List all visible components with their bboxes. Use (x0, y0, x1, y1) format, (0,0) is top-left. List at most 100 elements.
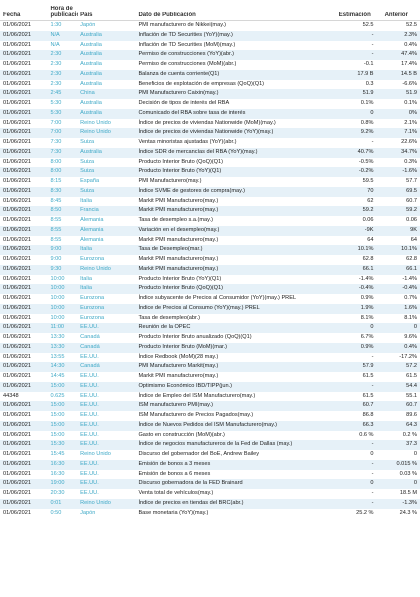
cell-event: PMI manufacturero de Nikkei(may.) (138, 22, 226, 28)
table-row: 01/06/2021 8:55 Alemania Variación en el de… (0, 225, 420, 236)
cell-previous: 89.6 (406, 412, 417, 418)
cell-previous: 55.1 (406, 392, 417, 399)
cell-country: EE.UU. (80, 353, 99, 360)
cell-time: 7:30 (50, 139, 62, 145)
cell-country: Alemania (80, 226, 104, 233)
cell-event: Permiso de construcciones (MoM)(abr.) (138, 61, 237, 67)
cell-estimate: - (371, 490, 374, 496)
cell-estimate: 17.9 B (357, 70, 374, 77)
cell-previous: 57.7 (406, 178, 417, 184)
cell-event: Emisión de bonos a 3 meses (138, 460, 211, 467)
cell-estimate: 62.8 (362, 256, 374, 262)
cell-time: 10:00 (50, 314, 65, 321)
cell-date: 01/06/2021 (3, 470, 31, 477)
cell-event: Índice de Empleo del ISM Manufacturero(m… (138, 392, 256, 399)
header-country: País (80, 12, 93, 18)
cell-date: 01/06/2021 (3, 119, 31, 126)
cell-estimate: 52.5 (362, 22, 374, 28)
cell-time: 7:00 (50, 129, 62, 136)
cell-time: 10:00 (50, 295, 65, 301)
cell-event: Base monetaria (YoY)(may.) (138, 509, 209, 516)
cell-previous: 47.4% (401, 51, 417, 58)
cell-date: 01/06/2021 (3, 168, 31, 175)
cell-date: 01/06/2021 (3, 480, 31, 487)
cell-event: Índice de precios de viviendas Nationwid… (138, 129, 274, 136)
table-header: Fecha Hora de publicación País Dato de P… (0, 0, 420, 21)
table-row: 01/06/2021 7:00 Reino Unido Índice de preci… (0, 128, 420, 138)
cell-country: Italia (80, 275, 92, 282)
cell-event: Ventas minoristas ajustadas (YoY)(abr.) (138, 139, 237, 145)
table-row: 01/06/2021 10:00 Eurozona Tasa de desempleo… (0, 314, 420, 324)
cell-date: 01/06/2021 (3, 90, 31, 97)
table-row: 01/06/2021 13:30 Canadá Producto Interior B… (0, 342, 420, 353)
table-row: 01/06/2021 8:50 Francia Markit PMI manufact… (0, 206, 420, 216)
cell-event: ISM Manufacturero de Precios Pagados(may… (138, 412, 254, 418)
cell-event: Índice Redbook (MoM)(28 may.) (138, 353, 219, 360)
cell-event: PMI Manufacturero Markit(may.) (138, 363, 219, 370)
cell-previous: 0.03 % (399, 470, 417, 477)
cell-estimate: - (371, 460, 374, 467)
cell-previous: 24.3 % (399, 509, 417, 516)
cell-event: Producto Interior Bruto (QoQ)(Q1) (138, 158, 223, 165)
cell-event: Optimismo Económico IBD/TIPP(jun.) (138, 382, 233, 389)
cell-time: 2:45 (50, 90, 62, 97)
cell-previous: 17.4% (401, 61, 417, 67)
cell-previous: -6.6% (402, 80, 417, 87)
cell-time: 9:00 (50, 256, 62, 262)
cell-event: Índice de negocios manufactureros de la … (138, 441, 293, 448)
table-row: 01/06/2021 0:01 Reino Unido Índice de preci… (0, 498, 420, 509)
cell-country: Reino Unido (80, 451, 111, 457)
cell-estimate: 25.2 % (356, 509, 374, 516)
cell-time: 0.625 (50, 392, 65, 399)
cell-event: Markit PMI Manufacturero(may.) (138, 197, 219, 204)
cell-country: Suiza (80, 139, 95, 145)
cell-estimate: - (371, 353, 374, 360)
cell-previous: 18.5 M (399, 490, 417, 496)
cell-event: Producto Interior Bruto (MoM)(mar.) (138, 343, 228, 350)
table-row: 01/06/2021 16:30 EE.UU. Emisión de bonos a … (0, 470, 420, 480)
cell-country: Australia (80, 31, 102, 38)
cell-date: 01/06/2021 (3, 129, 31, 136)
cell-previous: 60.7 (406, 402, 417, 409)
cell-event: Inflación de TD Securities (MoM)(may.) (138, 41, 236, 48)
cell-country: China (80, 90, 95, 97)
cell-time: 8:50 (50, 207, 62, 214)
cell-estimate: -0.1 (363, 61, 374, 67)
cell-estimate: 61.5 (362, 373, 374, 379)
cell-country: Reino Unido (80, 265, 111, 272)
cell-date: 01/06/2021 (3, 139, 31, 145)
header-event: Dato de Publicación (138, 12, 196, 18)
cell-time: 9:30 (50, 265, 62, 272)
header-previous: Anterior (384, 12, 408, 18)
cell-time: 2:30 (50, 51, 62, 58)
table-row: 01/06/2021 15:00 EE.UU. Optimismo Económico… (0, 381, 420, 392)
cell-event: Índice de Precios al Consumo (YoY)(may.)… (138, 304, 260, 311)
cell-event: Markit PMI manufacturero(may.) (138, 373, 219, 379)
cell-previous: 10.1% (401, 246, 417, 253)
cell-date: 01/06/2021 (3, 431, 31, 438)
table-row: 01/06/2021 15:45 Reino Unido Discurso del g… (0, 450, 420, 460)
table-row: 01/06/2021 20:30 EE.UU. Venta total de vehí… (0, 489, 420, 499)
cell-date: 01/06/2021 (3, 509, 31, 516)
table-row: 01/06/2021 8:00 Suiza Producto Interior Bru… (0, 158, 420, 168)
cell-estimate: 0.8% (360, 119, 374, 126)
cell-estimate: 0.6 % (359, 431, 374, 438)
cell-previous: 59.2 (406, 207, 417, 214)
cell-time: 16:30 (50, 470, 65, 477)
cell-time: 15:00 (50, 402, 65, 409)
cell-estimate: 57.9 (362, 363, 374, 370)
cell-date: 01/06/2021 (3, 382, 31, 389)
cell-date: 01/06/2021 (3, 197, 31, 204)
cell-country: EE.UU. (80, 480, 99, 487)
cell-previous: 0.06 (406, 217, 417, 223)
cell-time: 15:30 (50, 441, 65, 448)
cell-time: 8:15 (50, 178, 62, 184)
cell-country: Australia (80, 61, 102, 67)
cell-event: Índice de precios en tiendas del BRC(abr… (138, 499, 244, 506)
cell-estimate: - (371, 441, 374, 448)
cell-estimate: 40.7% (357, 148, 374, 155)
cell-date: 01/06/2021 (3, 158, 31, 165)
cell-previous: 0.015 % (396, 460, 417, 467)
cell-time: 2:30 (50, 61, 62, 67)
table-row: 01/06/2021 8:15 España PMI Manufacturero(ma… (0, 177, 420, 187)
